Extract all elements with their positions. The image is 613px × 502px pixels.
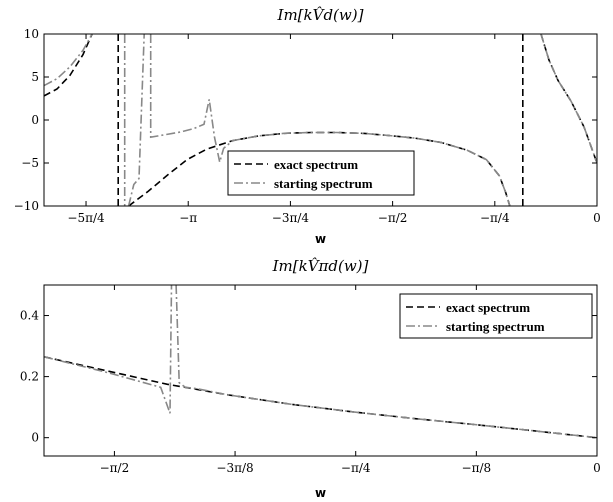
y-tick-label: 10: [24, 27, 39, 41]
legend-box: [227, 150, 415, 196]
series-exact-spectrum: [44, 356, 597, 439]
series-starting-spectrum: [44, 285, 597, 439]
legend-label: exact spectrum: [446, 300, 530, 315]
y-tick-label: 0: [31, 113, 39, 127]
y-tick-label: 5: [31, 70, 39, 84]
x-tick-label: −π/4: [480, 211, 510, 225]
plot-frame: [43, 284, 598, 457]
y-tick-label: 0.2: [20, 370, 39, 384]
x-tick-label: −5π/4: [67, 211, 105, 225]
bottom-chart: Im[kV̂πd(w)] −π/2 −3π/8 −π/4 −π/8 0 0.4 0.2 0 ex…: [20, 257, 601, 500]
x-tick-label: 0: [593, 461, 601, 475]
series-line-starting-spectrum-3: [149, 34, 511, 206]
x-tick-label: −3π/8: [216, 461, 253, 475]
series-line-starting-spectrum-0: [44, 285, 173, 414]
y-tick-label: 0: [31, 431, 39, 445]
y-tick-label: −10: [14, 199, 39, 213]
bottom-chart-xlabel: w: [315, 486, 326, 500]
legend: exact spectrum starting spectrum: [227, 150, 415, 196]
x-tick-label: −π/8: [462, 461, 492, 475]
x-tick-label: −3π/4: [272, 211, 310, 225]
y-tick-label: 0.4: [20, 309, 39, 323]
series-line-exact-spectrum-0: [44, 356, 597, 439]
top-chart-xlabel: w: [315, 232, 326, 246]
top-chart: Im[kV̂d(w)] −5π/4 −π −3π/4 −π/2 −π/4 01050−5−…: [14, 6, 601, 246]
series-line-starting-spectrum-1: [175, 285, 597, 439]
top-chart-title: Im[kV̂d(w)]: [277, 6, 364, 24]
x-tick-label: −π/2: [100, 461, 130, 475]
legend-label: exact spectrum: [274, 157, 358, 172]
x-tick-label: −π/2: [378, 211, 408, 225]
bottom-chart-title: Im[kV̂πd(w)]: [272, 257, 369, 275]
x-tick-label: −π/4: [341, 461, 371, 475]
series-line-starting-spectrum-4: [540, 34, 597, 164]
series-line-starting-spectrum-0: [44, 34, 93, 87]
y-tick-label: −5: [21, 156, 39, 170]
legend: exact spectrum starting spectrum: [399, 293, 593, 339]
bottom-chart-plot: −π/2 −3π/8 −π/4 −π/8 0 0.4 0.2 0 exact spectrum s…: [20, 284, 601, 475]
series-line-exact-spectrum-0: [44, 34, 93, 97]
legend-label: starting spectrum: [446, 319, 545, 334]
top-chart-plot: −5π/4 −π −3π/4 −π/2 −π/4 0 10 5 0 −5 −10 exact spec…: [14, 27, 601, 225]
x-tick-label: 0: [593, 211, 601, 225]
legend-label: starting spectrum: [274, 176, 373, 191]
x-tick-label: −π: [179, 211, 197, 225]
series-line-starting-spectrum-2: [127, 34, 145, 206]
series-starting-spectrum: [44, 34, 597, 206]
legend-box: [399, 293, 593, 339]
